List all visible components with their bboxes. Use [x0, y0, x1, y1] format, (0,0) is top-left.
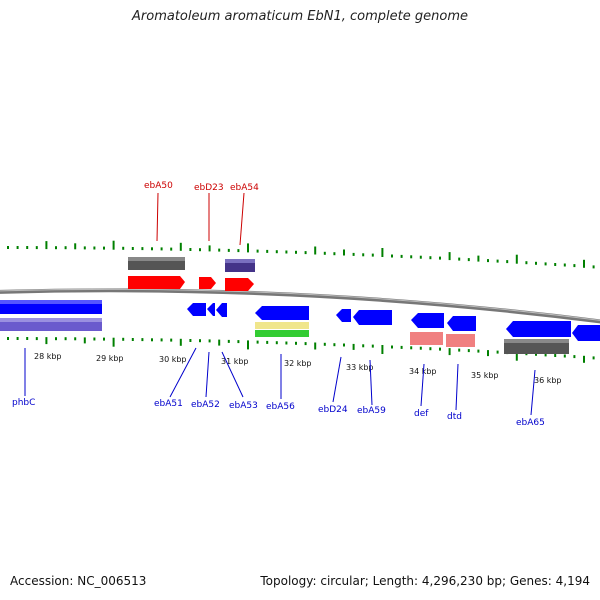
kbp-label: 30 kbp [159, 355, 187, 364]
kbp-label: 35 kbp [471, 371, 499, 380]
genome-backbone [0, 288, 600, 324]
kbp-label: 36 kbp [534, 376, 562, 385]
kbp-label: 31 kbp [221, 357, 249, 366]
page-title: Aromatoleum aromaticum EbN1, complete ge… [132, 9, 468, 24]
feature-blue-ebA56[interactable] [255, 306, 309, 320]
feature-salmon-def[interactable] [410, 332, 443, 345]
feature-blue-ebA51[interactable] [187, 303, 206, 316]
kbp-label: 28 kbp [34, 352, 62, 361]
kbp-labels: 28 kbp 29 kbp 30 kbp 31 kbp 32 kbp 33 kb… [34, 352, 562, 385]
gene-label-ebA50[interactable]: ebA50 [144, 181, 173, 191]
gene-label-ebD23[interactable]: ebD23 [194, 183, 224, 193]
accession-text: Accession: NC_006513 [10, 574, 147, 588]
genome-stats-text: Topology: circular; Length: 4,296,230 bp… [260, 574, 590, 588]
feature-red-ebA54[interactable] [225, 278, 254, 291]
gene-labels-above [156, 192, 245, 246]
gene-label-ebA51[interactable]: ebA51 [154, 399, 183, 409]
gene-label-ebA56[interactable]: ebA56 [266, 402, 295, 412]
gene-label-ebA59[interactable]: ebA59 [357, 406, 386, 416]
kbp-label: 33 kbp [346, 363, 374, 372]
gene-label-ebA65[interactable]: ebA65 [516, 418, 545, 428]
feature-yellow-ebA56[interactable] [255, 322, 309, 329]
gc-ticks-top [7, 240, 595, 269]
gene-label-def[interactable]: def [414, 409, 429, 419]
kbp-label: 34 kbp [409, 367, 437, 376]
feature-blue-dtd[interactable] [447, 316, 476, 331]
feature-red-ebD23[interactable] [199, 277, 216, 289]
gc-ticks-bottom [7, 337, 595, 363]
feature-green-ebA56[interactable] [255, 330, 309, 337]
feature-blue-def[interactable] [411, 313, 444, 328]
feature-salmon-dtd[interactable] [446, 334, 475, 347]
feature-red-ebA50[interactable] [128, 276, 185, 289]
gene-label-ebA53[interactable]: ebA53 [229, 401, 258, 411]
gene-labels-below [24, 347, 536, 416]
feature-blue-ebA53[interactable] [216, 303, 227, 317]
gene-label-ebA54[interactable]: ebA54 [230, 183, 259, 193]
gene-label-phbC[interactable]: phbC [12, 398, 35, 408]
feature-blue-ebA59[interactable] [353, 310, 392, 325]
gene-label-ebA52[interactable]: ebA52 [191, 400, 220, 410]
gene-label-ebD24[interactable]: ebD24 [318, 405, 348, 415]
feature-blue-ebA52[interactable] [207, 303, 215, 316]
kbp-label: 29 kbp [96, 354, 124, 363]
feature-blue-ebA65[interactable] [506, 321, 571, 337]
gene-label-dtd[interactable]: dtd [447, 412, 462, 422]
feature-blue-ebD24[interactable] [336, 309, 351, 322]
feature-blue-next[interactable] [572, 325, 600, 341]
kbp-label: 32 kbp [284, 359, 312, 368]
